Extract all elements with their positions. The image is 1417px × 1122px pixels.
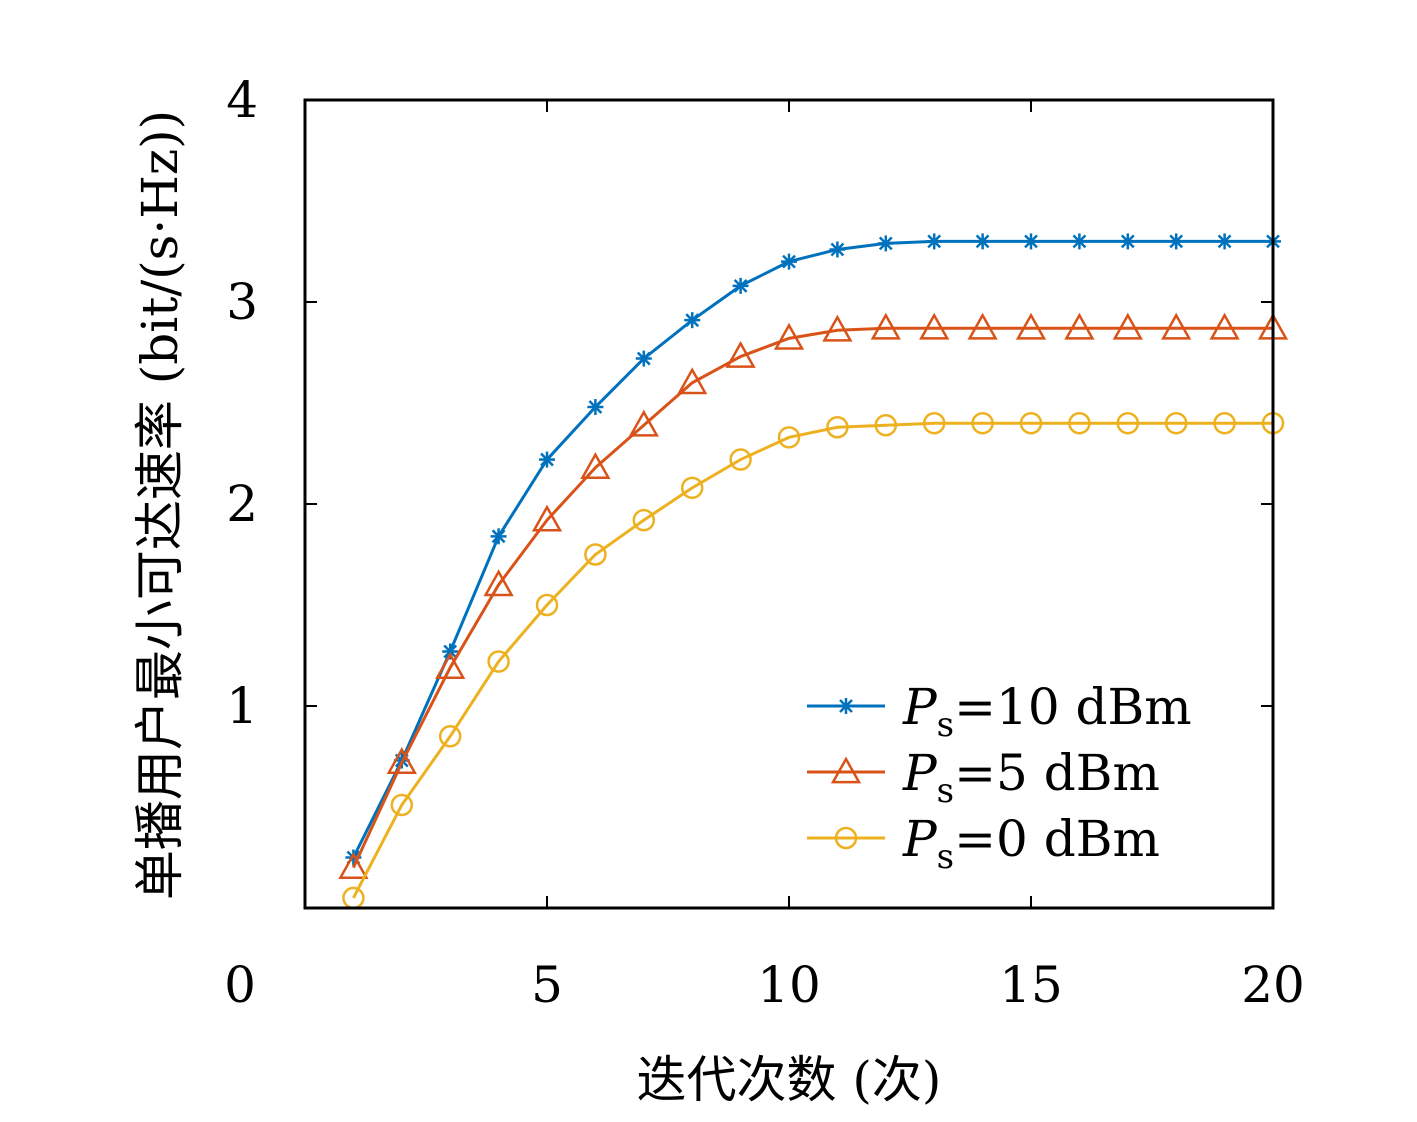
data-point — [781, 253, 797, 270]
y-tick-label: 2 — [226, 475, 258, 533]
legend-label: Ps=5 dBm — [902, 744, 1160, 811]
legend-rest: =10 dBm — [954, 678, 1192, 736]
data-point — [390, 793, 414, 817]
data-point — [1071, 233, 1088, 250]
series-layer — [338, 233, 1289, 910]
data-point — [725, 340, 756, 368]
legend-symbol: P — [902, 678, 938, 736]
ticks-layer — [304, 99, 1274, 908]
data-point — [729, 448, 752, 471]
legend-rest: =5 dBm — [954, 744, 1160, 802]
legend-symbol: P — [902, 744, 938, 802]
x-tick-label: 15 — [999, 956, 1063, 1014]
data-point — [632, 508, 656, 532]
data-point — [580, 452, 611, 480]
data-point — [926, 233, 943, 250]
data-point — [490, 528, 507, 545]
data-point — [773, 322, 805, 350]
x-tick-label: 10 — [757, 956, 821, 1014]
data-point — [1023, 233, 1039, 250]
data-point — [587, 399, 604, 416]
data-point — [487, 650, 510, 673]
data-point — [438, 725, 462, 748]
data-point — [877, 235, 894, 252]
data-point — [635, 350, 652, 367]
series-1 — [338, 312, 1289, 879]
data-point — [1213, 411, 1236, 435]
legend-subscript: s — [937, 705, 954, 745]
data-point — [1015, 312, 1047, 340]
data-point — [1119, 233, 1136, 250]
data-point — [680, 476, 704, 500]
data-point — [974, 233, 991, 250]
data-point — [677, 367, 708, 395]
data-point — [442, 643, 459, 660]
legend-entry: Ps=0 dBm — [807, 810, 1160, 877]
legend-entry: Ps=5 dBm — [807, 744, 1160, 811]
data-point — [338, 852, 369, 879]
data-point — [1064, 312, 1095, 340]
data-point — [684, 312, 701, 329]
data-point — [1164, 411, 1188, 435]
legend-rest: =0 dBm — [954, 810, 1160, 868]
legend-subscript: s — [937, 837, 954, 877]
y-axis-title: 单播用户最小可达速率 (bit/(s·Hz)) — [131, 110, 189, 900]
x-axis-title: 迭代次数 (次) — [637, 1051, 942, 1109]
data-point — [1068, 411, 1091, 435]
legend-marker — [834, 826, 858, 850]
data-point — [971, 411, 994, 435]
data-point — [732, 277, 749, 294]
x-tick-label: 5 — [531, 956, 563, 1014]
x-tick-label: 0 — [224, 956, 256, 1014]
series-0 — [345, 233, 1281, 866]
y-tick-label: 3 — [226, 273, 258, 331]
x-tick-label: 20 — [1241, 956, 1305, 1014]
legend-marker — [830, 756, 862, 784]
data-point — [386, 747, 417, 774]
data-point — [1209, 312, 1240, 340]
data-point — [584, 543, 607, 566]
data-point — [483, 569, 514, 597]
data-point — [874, 413, 898, 437]
legend-entry: Ps=10 dBm — [807, 678, 1192, 745]
y-tick-label: 4 — [226, 71, 258, 129]
data-point — [435, 652, 466, 680]
data-point — [539, 451, 555, 468]
series-line — [352, 239, 1273, 859]
data-point — [1216, 233, 1233, 250]
data-point — [919, 312, 950, 340]
data-point — [531, 504, 563, 532]
data-point — [1116, 411, 1140, 435]
data-point — [1161, 312, 1192, 340]
legend-marker — [838, 698, 854, 714]
y-tick-label: 1 — [226, 677, 258, 735]
legend-subscript: s — [937, 771, 954, 811]
series-line — [352, 421, 1273, 899]
data-point — [1168, 233, 1185, 250]
data-point — [1112, 312, 1143, 340]
data-point — [777, 426, 801, 449]
data-point — [870, 312, 901, 340]
data-point — [829, 241, 846, 258]
labels-layer: 0 5 10 15 20 1 2 3 4 — [224, 71, 1305, 1014]
legend-label: Ps=0 dBm — [902, 810, 1160, 877]
data-point — [628, 409, 659, 437]
data-point — [922, 411, 946, 435]
data-point — [826, 415, 849, 439]
data-point — [1019, 411, 1043, 435]
data-point — [535, 593, 559, 617]
legend-label: Ps=10 dBm — [902, 678, 1192, 745]
legend-symbol: P — [902, 810, 938, 868]
data-point — [822, 314, 853, 342]
data-point — [967, 312, 998, 340]
